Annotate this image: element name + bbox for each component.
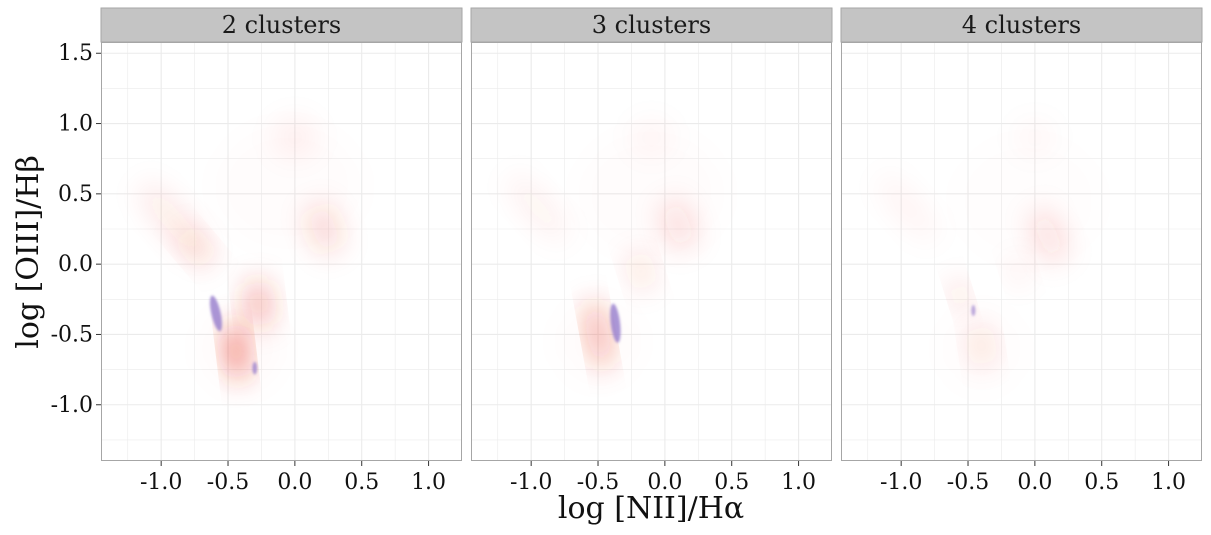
positive-density-region xyxy=(1015,119,1055,156)
positive-density-region xyxy=(309,204,340,254)
x-tick-label: 0.0 xyxy=(277,470,312,495)
positive-density-region xyxy=(631,252,651,291)
y-tick-label: 1.5 xyxy=(58,41,93,66)
positive-density-region xyxy=(953,281,967,309)
x-tick-label: -1.0 xyxy=(510,470,552,495)
x-tick-label: -1.0 xyxy=(880,470,922,495)
negative-density-region xyxy=(610,303,621,343)
positive-density-region xyxy=(1011,257,1027,285)
y-tick-label: 0.5 xyxy=(58,182,93,207)
facet-strip-label: 2 clusters xyxy=(222,11,341,39)
positive-density-region xyxy=(631,119,672,156)
density-layer xyxy=(878,119,1102,367)
facet-panel: 4 clusters -1.0 -0.5 0.0 0.5 1.0 xyxy=(840,7,1203,495)
positive-density-region xyxy=(589,301,607,368)
y-tick-label: 1.0 xyxy=(58,112,93,137)
positive-density-region xyxy=(508,175,567,241)
x-tick-label: 0.5 xyxy=(714,470,749,495)
y-axis-title: log [OIII]/Hβ xyxy=(11,155,46,349)
positive-density-region xyxy=(972,324,990,367)
panel-background xyxy=(101,42,462,461)
x-tick-label: 1.0 xyxy=(781,470,816,495)
facet-strip xyxy=(470,7,833,43)
negative-density-region xyxy=(971,304,976,317)
x-tick-label: 0.5 xyxy=(1084,470,1119,495)
positive-density-region xyxy=(878,175,937,241)
positive-density-region xyxy=(662,200,694,249)
negative-density-region xyxy=(209,295,223,332)
positive-density-region xyxy=(228,323,244,380)
x-axis-title: log [NII]/Hα xyxy=(558,491,744,526)
facet-strip-label: 3 clusters xyxy=(592,11,711,39)
x-tick-label: -0.5 xyxy=(577,470,619,495)
facet-strip-label: 4 clusters xyxy=(962,11,1081,39)
y-tick-label: 0.0 xyxy=(58,252,93,277)
y-tick-label: -0.5 xyxy=(51,322,93,347)
positive-density-region xyxy=(1032,209,1064,263)
positive-density-region xyxy=(273,117,317,158)
density-layer xyxy=(508,119,694,368)
positive-density-region xyxy=(180,229,212,266)
x-tick-label: 0.5 xyxy=(344,470,379,495)
negative-density-region xyxy=(252,361,258,375)
x-tick-label: -0.5 xyxy=(947,470,989,495)
facet-panel: 2 clusters -1.0 -0.5 0.0 0.5 1.0 xyxy=(100,7,463,495)
x-tick-label: 1.0 xyxy=(1151,470,1186,495)
x-tick-label: 1.0 xyxy=(411,470,446,495)
facet-strip xyxy=(100,7,463,43)
x-tick-label: -1.0 xyxy=(140,470,182,495)
positive-density-region xyxy=(955,138,1102,265)
y-axis: -1.0 -0.5 0.0 0.5 1.0 1.5 xyxy=(51,41,101,418)
facet-panel: 3 clusters -1.0 -0.5 0.0 0.5 1.0 xyxy=(470,7,833,495)
x-tick-label: 0.0 xyxy=(1017,470,1052,495)
facet-strip xyxy=(840,7,1203,43)
y-tick-label: -1.0 xyxy=(51,393,93,418)
x-tick-label: -0.5 xyxy=(207,470,249,495)
density-layer xyxy=(140,117,340,380)
positive-density-region xyxy=(249,279,269,328)
x-tick-label: 0.0 xyxy=(647,470,682,495)
panels: 2 clusters -1.0 -0.5 0.0 0.5 1.0 3 clusters -1.… xyxy=(100,7,1203,495)
